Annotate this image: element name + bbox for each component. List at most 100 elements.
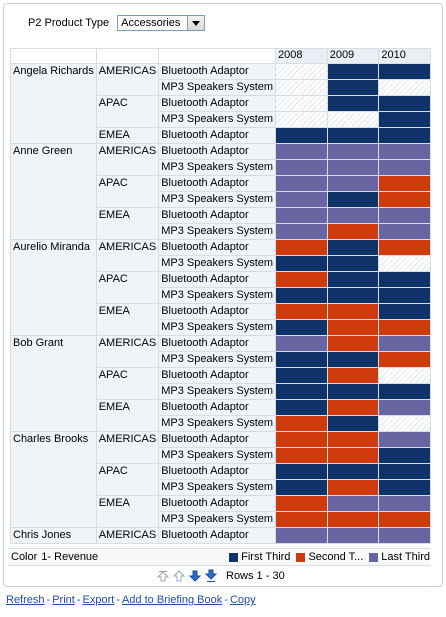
heat-cell-2009[interactable] <box>326 303 380 320</box>
heat-cell-2010[interactable] <box>378 383 431 400</box>
link-add-to-briefing-book[interactable]: Add to Briefing Book <box>121 594 223 606</box>
heat-cell-2009[interactable] <box>326 319 380 336</box>
heat-cell-2009[interactable] <box>326 431 380 448</box>
heat-cell-2009[interactable] <box>326 495 380 512</box>
heat-cell-2009[interactable] <box>326 511 380 528</box>
heat-cell-2009[interactable] <box>326 447 380 464</box>
heat-cell-2010[interactable] <box>378 447 431 464</box>
heat-cell-2010[interactable] <box>378 303 431 320</box>
heat-cell-2009[interactable] <box>326 143 380 160</box>
heat-cell-2010[interactable] <box>378 479 431 496</box>
heat-cell-2008[interactable] <box>275 447 328 464</box>
heat-cell-2010[interactable] <box>378 223 431 240</box>
heat-cell-2009[interactable] <box>326 207 380 224</box>
heat-cell-2010[interactable] <box>378 79 431 96</box>
link-export[interactable]: Export <box>82 594 115 606</box>
heat-cell-2010[interactable] <box>378 239 431 256</box>
heat-cell-2008[interactable] <box>275 95 328 112</box>
heat-cell-2010[interactable] <box>378 495 431 512</box>
heat-cell-2008[interactable] <box>275 495 328 512</box>
heat-cell-2009[interactable] <box>326 159 380 176</box>
heat-cell-2009[interactable] <box>326 127 380 144</box>
heat-cell-2010[interactable] <box>378 143 431 160</box>
heat-cell-2008[interactable] <box>275 143 328 160</box>
next-page-icon[interactable] <box>188 569 202 583</box>
heat-cell-2008[interactable] <box>275 191 328 208</box>
heat-cell-2010[interactable] <box>378 335 431 352</box>
heat-cell-2008[interactable] <box>275 303 328 320</box>
heat-cell-2009[interactable] <box>326 367 380 384</box>
heat-cell-2008[interactable] <box>275 383 328 400</box>
heat-cell-2008[interactable] <box>275 127 328 144</box>
heat-cell-2010[interactable] <box>378 351 431 368</box>
heat-cell-2009[interactable] <box>326 287 380 304</box>
heat-cell-2010[interactable] <box>378 271 431 288</box>
heat-cell-2010[interactable] <box>378 367 431 384</box>
heat-cell-2010[interactable] <box>378 95 431 112</box>
heat-cell-2008[interactable] <box>275 479 328 496</box>
heat-cell-2009[interactable] <box>326 463 380 480</box>
dropdown-button[interactable] <box>187 16 205 30</box>
heat-cell-2009[interactable] <box>326 383 380 400</box>
heat-cell-2010[interactable] <box>378 527 431 544</box>
heat-cell-2008[interactable] <box>275 511 328 528</box>
heat-cell-2009[interactable] <box>326 223 380 240</box>
heat-cell-2009[interactable] <box>326 335 380 352</box>
heat-cell-2010[interactable] <box>378 111 431 128</box>
heat-cell-2008[interactable] <box>275 463 328 480</box>
heat-cell-2010[interactable] <box>378 399 431 416</box>
link-refresh[interactable]: Refresh <box>6 594 45 606</box>
heat-cell-2009[interactable] <box>326 415 380 432</box>
heat-cell-2010[interactable] <box>378 191 431 208</box>
heat-cell-2008[interactable] <box>275 335 328 352</box>
heat-cell-2008[interactable] <box>275 79 328 96</box>
heat-cell-2010[interactable] <box>378 511 431 528</box>
heat-cell-2008[interactable] <box>275 319 328 336</box>
heat-cell-2009[interactable] <box>326 255 380 272</box>
heat-cell-2009[interactable] <box>326 175 380 192</box>
heat-cell-2009[interactable] <box>326 63 380 80</box>
heat-cell-2008[interactable] <box>275 63 328 80</box>
heat-cell-2008[interactable] <box>275 175 328 192</box>
heat-cell-2010[interactable] <box>378 207 431 224</box>
heat-cell-2009[interactable] <box>326 351 380 368</box>
prev-page-icon[interactable] <box>172 569 186 583</box>
heat-cell-2010[interactable] <box>378 431 431 448</box>
heat-cell-2010[interactable] <box>378 175 431 192</box>
heat-cell-2009[interactable] <box>326 111 380 128</box>
heat-cell-2009[interactable] <box>326 95 380 112</box>
last-page-icon[interactable] <box>204 569 218 583</box>
heat-cell-2008[interactable] <box>275 431 328 448</box>
heat-cell-2009[interactable] <box>326 399 380 416</box>
heat-cell-2009[interactable] <box>326 239 380 256</box>
heat-cell-2008[interactable] <box>275 223 328 240</box>
heat-cell-2010[interactable] <box>378 415 431 432</box>
heat-cell-2009[interactable] <box>326 527 380 544</box>
heat-cell-2008[interactable] <box>275 159 328 176</box>
heat-cell-2009[interactable] <box>326 191 380 208</box>
product-type-select[interactable]: Accessories <box>117 15 206 31</box>
heat-cell-2008[interactable] <box>275 255 328 272</box>
heat-cell-2010[interactable] <box>378 159 431 176</box>
heat-cell-2008[interactable] <box>275 367 328 384</box>
heat-cell-2008[interactable] <box>275 207 328 224</box>
heat-cell-2010[interactable] <box>378 463 431 480</box>
heat-cell-2008[interactable] <box>275 415 328 432</box>
heat-cell-2008[interactable] <box>275 527 328 544</box>
heat-cell-2008[interactable] <box>275 287 328 304</box>
heat-cell-2008[interactable] <box>275 351 328 368</box>
heat-cell-2009[interactable] <box>326 271 380 288</box>
heat-cell-2008[interactable] <box>275 111 328 128</box>
heat-cell-2010[interactable] <box>378 127 431 144</box>
heat-cell-2010[interactable] <box>378 63 431 80</box>
first-page-icon[interactable] <box>156 569 170 583</box>
heat-cell-2010[interactable] <box>378 255 431 272</box>
link-print[interactable]: Print <box>52 594 75 606</box>
heat-cell-2009[interactable] <box>326 479 380 496</box>
heat-cell-2008[interactable] <box>275 271 328 288</box>
heat-cell-2008[interactable] <box>275 399 328 416</box>
heat-cell-2009[interactable] <box>326 79 380 96</box>
heat-cell-2010[interactable] <box>378 287 431 304</box>
heat-cell-2008[interactable] <box>275 239 328 256</box>
heat-cell-2010[interactable] <box>378 319 431 336</box>
